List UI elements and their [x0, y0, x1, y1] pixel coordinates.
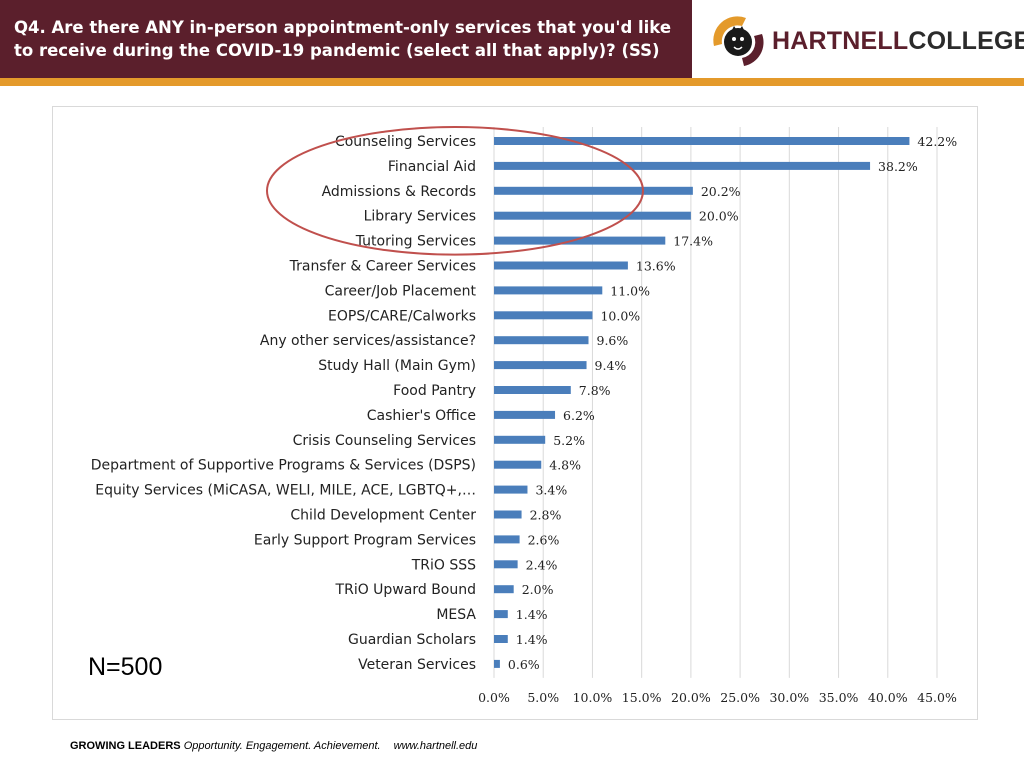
bar: [494, 610, 508, 619]
bar: [494, 361, 587, 370]
category-label: Guardian Scholars: [348, 632, 476, 648]
bar: [494, 161, 871, 170]
value-label: 2.4%: [526, 557, 558, 572]
logo-wordmark-part1: HARTNELL: [772, 27, 909, 55]
value-label: 2.6%: [528, 532, 560, 547]
bar: [494, 236, 666, 245]
annotation-ellipse: [266, 126, 644, 256]
bar: [494, 261, 628, 270]
x-tick-label: 30.0%: [769, 690, 809, 705]
value-label: 13.6%: [636, 259, 676, 274]
category-label: Department of Supportive Programs & Serv…: [91, 458, 476, 474]
value-label: 9.4%: [595, 358, 627, 373]
value-label: 11.0%: [610, 283, 650, 298]
value-label: 3.4%: [535, 483, 567, 498]
value-label: 0.6%: [508, 657, 540, 672]
category-label: TRiO Upward Bound: [335, 582, 476, 598]
category-label: Child Development Center: [290, 508, 476, 524]
category-label: Tutoring Services: [355, 234, 476, 250]
value-label: 6.2%: [563, 408, 595, 423]
category-label: Any other services/assistance?: [260, 333, 476, 349]
bar: [494, 435, 546, 444]
x-tick-label: 5.0%: [527, 690, 559, 705]
x-tick-label: 45.0%: [917, 690, 957, 705]
category-label: Study Hall (Main Gym): [318, 358, 476, 374]
category-label: Veteran Services: [358, 657, 476, 673]
value-label: 1.4%: [516, 632, 548, 647]
x-tick-label: 10.0%: [573, 690, 613, 705]
category-label: Counseling Services: [335, 134, 476, 150]
value-label: 10.0%: [600, 308, 640, 323]
value-label: 38.2%: [878, 159, 918, 174]
x-tick-label: 35.0%: [819, 690, 859, 705]
value-label: 2.8%: [530, 508, 562, 523]
category-label: Transfer & Career Services: [289, 259, 476, 275]
bar: [494, 659, 500, 668]
category-label: Career/Job Placement: [325, 283, 477, 299]
footer: GROWING LEADERS Opportunity. Engagement.…: [70, 740, 477, 752]
slide-title: Q4. Are there ANY in-person appointment-…: [14, 18, 672, 60]
bar: [494, 485, 528, 494]
value-label: 42.2%: [917, 134, 957, 149]
header-accent-rule: [0, 78, 1024, 86]
bar: [494, 186, 693, 195]
value-label: 2.0%: [522, 582, 554, 597]
category-label: Financial Aid: [388, 159, 476, 175]
footer-bold-text: GROWING LEADERS: [70, 740, 181, 752]
bar: [494, 311, 593, 320]
value-label: 17.4%: [673, 234, 713, 249]
x-tick-label: 25.0%: [720, 690, 760, 705]
category-label: Equity Services (MiCASA, WELI, MILE, ACE…: [95, 483, 476, 499]
sample-size-label: N=500: [88, 653, 163, 681]
logo-wordmark: HARTNELLCOLLEGE: [772, 27, 1024, 56]
bar: [494, 137, 910, 145]
x-tick-label: 0.0%: [478, 690, 510, 705]
value-label: 20.0%: [699, 209, 739, 224]
chart-frame: 0.0% 5.0% 10.0% 15.0% 20.0% 25.0% 30.0% 35.0% 40…: [52, 106, 978, 720]
bar: [494, 560, 518, 569]
x-tick-label: 40.0%: [868, 690, 908, 705]
bar-chart: 0.0% 5.0% 10.0% 15.0% 20.0% 25.0% 30.0% 35.0% 40…: [91, 126, 957, 705]
x-tick-label: 20.0%: [671, 690, 711, 705]
bar: [494, 410, 556, 419]
bar: [494, 635, 508, 643]
bar: [494, 460, 542, 469]
bar: [494, 535, 520, 544]
value-label: 4.8%: [549, 458, 581, 473]
logo-wordmark-part2: COLLEGE: [908, 27, 1024, 55]
bar: [494, 211, 691, 220]
bar: [494, 286, 603, 295]
value-label: 20.2%: [701, 184, 741, 199]
category-label: Early Support Program Services: [254, 532, 476, 548]
panther-crest-icon: [713, 16, 764, 66]
value-label: 7.8%: [579, 383, 611, 398]
header-banner: Q4. Are there ANY in-person appointment-…: [0, 0, 692, 78]
bar: [494, 585, 514, 594]
category-label: Crisis Counseling Services: [293, 433, 476, 449]
footer-tagline: Opportunity. Engagement. Achievement.: [183, 740, 381, 752]
bar: [494, 336, 589, 345]
x-tick-label: 15.0%: [622, 690, 662, 705]
footer-url[interactable]: www.hartnell.edu: [393, 740, 478, 752]
bar: [494, 386, 571, 394]
category-label: MESA: [436, 607, 476, 623]
category-label: Cashier's Office: [367, 408, 476, 424]
category-label: Admissions & Records: [322, 184, 476, 200]
value-label: 5.2%: [553, 433, 585, 448]
bar: [494, 510, 522, 519]
value-label: 1.4%: [516, 607, 548, 622]
category-label: EOPS/CARE/Calworks: [328, 308, 476, 324]
category-label: TRiO SSS: [411, 557, 476, 573]
category-label: Library Services: [364, 209, 476, 225]
category-label: Food Pantry: [393, 383, 476, 399]
value-label: 9.6%: [597, 333, 629, 348]
